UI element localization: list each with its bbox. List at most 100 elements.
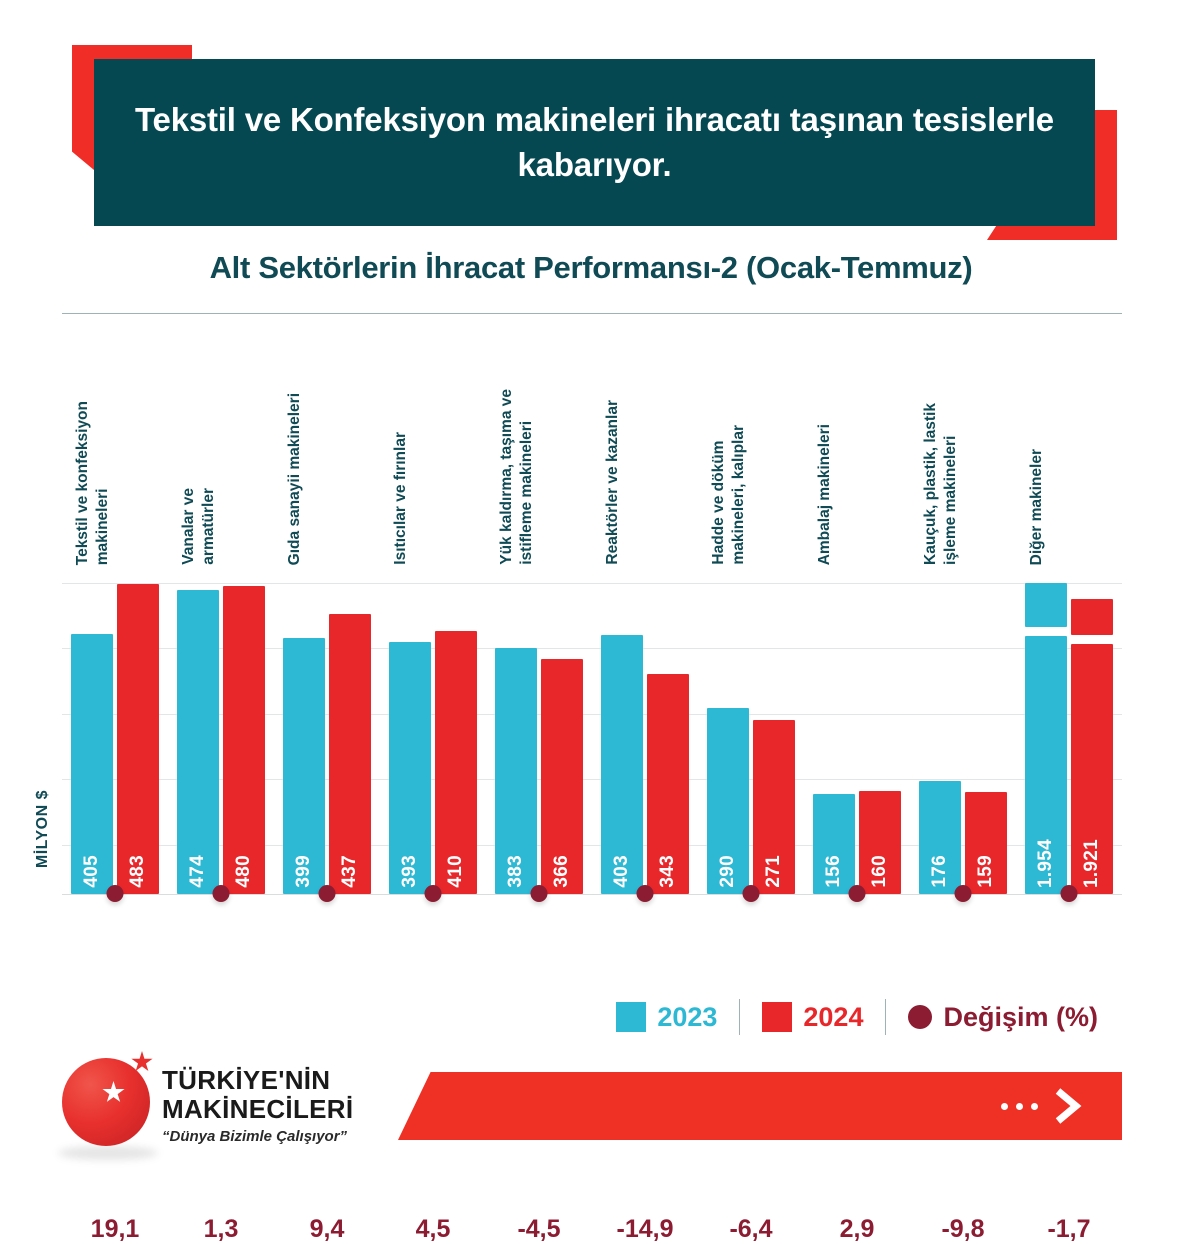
axis-baseline	[62, 894, 1122, 895]
bar-2024[interactable]: 343	[647, 674, 689, 894]
change-dot[interactable]	[530, 885, 548, 902]
bar-2023[interactable]: 1.954	[1025, 636, 1067, 894]
dot-icon	[1001, 1102, 1008, 1110]
bar-group: 393 410	[389, 567, 477, 902]
bar-group: 383 366	[495, 567, 583, 902]
category-label: Diğer makineler	[1028, 448, 1045, 565]
change-dot[interactable]	[954, 885, 972, 902]
change-percent-label: -4,5	[517, 1215, 561, 1243]
bar-value-label: 343	[657, 855, 678, 888]
brand-logo: TÜRKİYE'NİN MAKİNECİLERİ “Dünya Bizimle …	[52, 1048, 382, 1160]
bar-2023[interactable]: 290	[707, 708, 749, 894]
category-label: Reaktörler ve kazanlar	[604, 400, 621, 565]
chart-title: Alt Sektörlerin İhracat Performansı-2 (O…	[209, 250, 973, 285]
bar-2024[interactable]: 480	[223, 586, 265, 894]
change-dot[interactable]	[424, 885, 442, 902]
bar-2023[interactable]: 383	[495, 648, 537, 894]
bar-value-label: 290	[717, 855, 738, 888]
change-percent-label: 2,9	[839, 1215, 875, 1243]
legend-divider-1	[739, 999, 741, 1035]
logo-text-block: TÜRKİYE'NİN MAKİNECİLERİ “Dünya Bizimle …	[162, 1065, 354, 1146]
bar-group: 399 437	[283, 567, 371, 902]
bar-cap-2024	[1071, 599, 1113, 635]
category-label: Gıda sanayii makineleri	[286, 392, 303, 565]
chart-top-rule	[62, 313, 1122, 314]
legend-item-2023[interactable]: 2023	[594, 1002, 739, 1033]
change-dot[interactable]	[318, 885, 336, 902]
bar-2024[interactable]: 366	[541, 659, 583, 894]
bar-2024[interactable]: 1.921	[1071, 644, 1113, 894]
bar-cap-2023	[1025, 583, 1067, 627]
change-percent-label: 19,1	[90, 1215, 140, 1243]
change-dot[interactable]	[212, 885, 230, 902]
bar-value-label: 480	[233, 855, 254, 888]
bar-2024[interactable]: 437	[329, 614, 371, 894]
change-percent-label: -9,8	[941, 1215, 985, 1243]
bar-group: 405 483	[71, 567, 159, 902]
legend-item-change[interactable]: Değişim (%)	[886, 1002, 1120, 1033]
category-label: Kauçuk, plastik, lastik işleme makineler…	[922, 403, 960, 565]
bar-2023[interactable]: 176	[919, 781, 961, 894]
legend-label-change: Değişim (%)	[943, 1001, 1098, 1032]
header-banner: Tekstil ve Konfeksiyon makineleri ihraca…	[72, 45, 1117, 240]
chart-legend: 2023 2024 Değişim (%)	[594, 995, 1120, 1039]
bar-value-label: 159	[975, 855, 996, 888]
change-dot[interactable]	[848, 885, 866, 902]
change-dot[interactable]	[1060, 885, 1078, 902]
chevron-right-icon	[1055, 1088, 1082, 1124]
logo-shadow	[58, 1146, 158, 1160]
bar-2023[interactable]: 474	[177, 590, 219, 894]
bar-2024[interactable]: 410	[435, 631, 477, 894]
chart-area: Tekstil ve konfeksiyon makineleri Vanalar…	[62, 313, 1122, 1243]
bar-group: 176 159	[919, 567, 1007, 902]
change-dot[interactable]	[106, 885, 124, 902]
bar-2023[interactable]: 156	[813, 794, 855, 894]
accent-bottom-right-bar	[987, 224, 1117, 240]
logo-sphere-icon	[62, 1058, 150, 1146]
plot-region: 405 483 474 480 399 437 393 410 383 366 403 343 290 2…	[62, 567, 1122, 902]
legend-swatch-2024	[762, 1002, 793, 1032]
bar-group: 474 480	[177, 567, 265, 902]
bar-value-label: 383	[505, 855, 526, 888]
bar-group: 403 343	[601, 567, 689, 902]
bar-2023[interactable]: 403	[601, 635, 643, 894]
bar-value-label: 271	[763, 855, 784, 888]
category-label: Hadde ve döküm makineleri, kalıplar	[710, 425, 748, 565]
bar-group: 1.954 1.921	[1025, 567, 1113, 902]
change-percent-label: -14,9	[616, 1215, 674, 1243]
legend-label-2024: 2024	[803, 1001, 864, 1032]
bar-2024[interactable]: 483	[117, 584, 159, 894]
gridline	[62, 583, 1122, 584]
category-label: Yük kaldırma, taşıma ve istifleme makine…	[498, 389, 536, 565]
bar-2024[interactable]: 160	[859, 791, 901, 894]
bar-value-label: 160	[869, 855, 890, 888]
logo-line-2: MAKİNECİLERİ	[162, 1094, 354, 1125]
bar-2023[interactable]: 405	[71, 634, 113, 894]
change-percent-label: 9,4	[309, 1215, 345, 1243]
change-percent-label: -6,4	[729, 1215, 773, 1243]
bar-2024[interactable]: 271	[753, 720, 795, 894]
bar-2023[interactable]: 393	[389, 642, 431, 894]
dot-icon	[1016, 1102, 1023, 1110]
more-indicator	[1001, 1086, 1084, 1126]
bar-value-label: 437	[339, 855, 360, 888]
bar-value-label: 156	[823, 855, 844, 888]
change-dot[interactable]	[636, 885, 654, 902]
legend-item-2024[interactable]: 2024	[740, 1002, 885, 1033]
legend-label-2023: 2023	[657, 1001, 718, 1032]
y-axis-label: MİLYON $	[34, 790, 51, 869]
logo-tagline: “Dünya Bizimle Çalışıyor”	[162, 1128, 348, 1146]
legend-divider-2	[885, 999, 887, 1035]
bar-value-label: 483	[127, 855, 148, 888]
bar-value-label: 410	[445, 855, 466, 888]
bar-group: 290 271	[707, 567, 795, 902]
change-dot[interactable]	[742, 885, 760, 902]
bar-2024[interactable]: 159	[965, 792, 1007, 894]
bar-2023[interactable]: 399	[283, 638, 325, 894]
change-percent-label: 1,3	[203, 1215, 239, 1243]
change-percent-label: 4,5	[415, 1215, 451, 1243]
banner-headline: Tekstil ve Konfeksiyon makineleri ihraca…	[135, 100, 1054, 183]
category-label: Vanalar ve armatürler	[180, 488, 218, 565]
bar-value-label: 1.921	[1081, 838, 1102, 888]
footer-banner[interactable]	[398, 1072, 1122, 1140]
